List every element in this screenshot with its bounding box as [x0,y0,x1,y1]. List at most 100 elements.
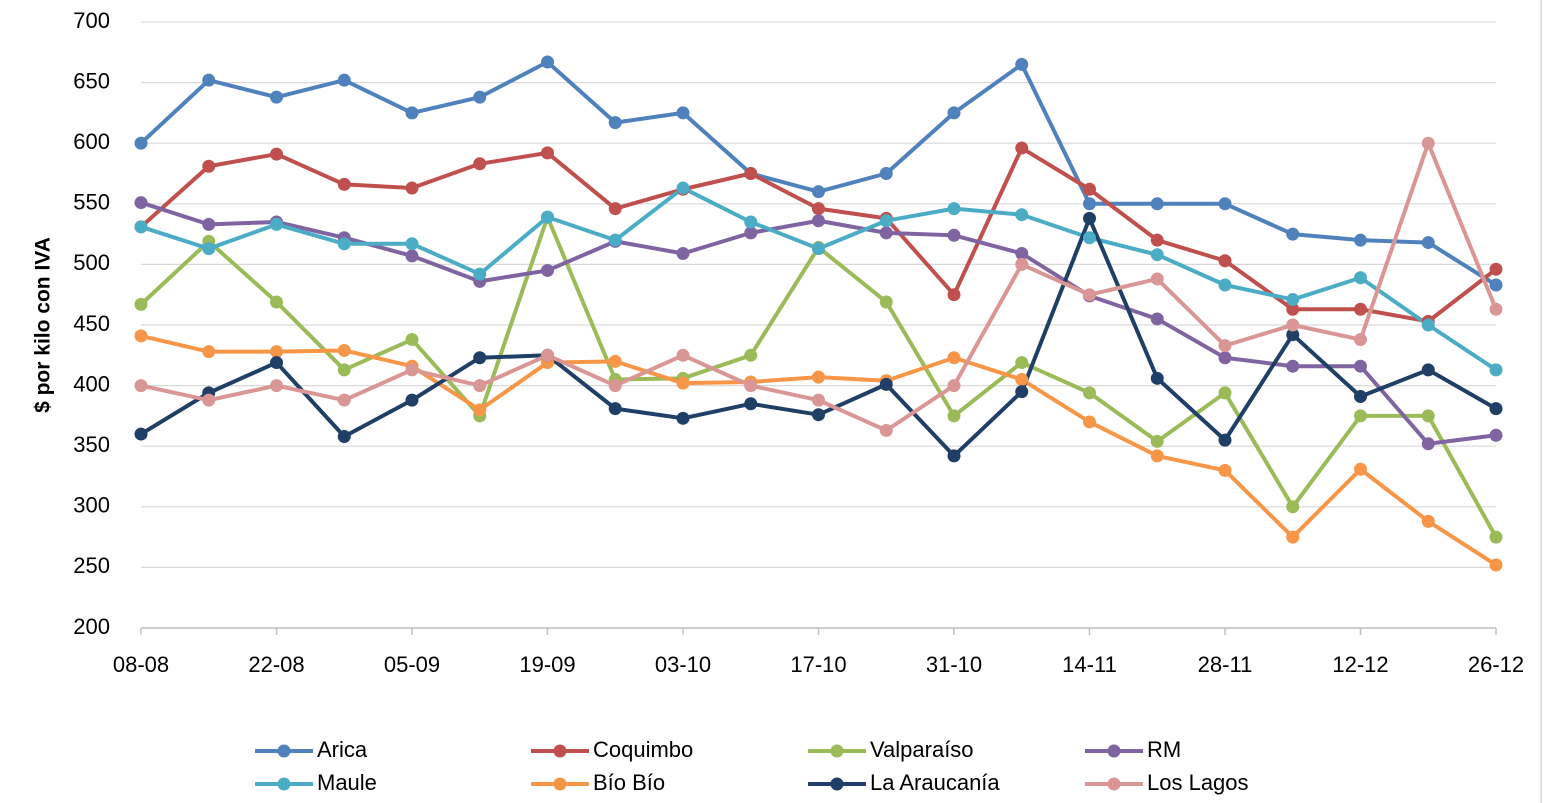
data-point [1489,278,1503,292]
data-point [1421,514,1435,528]
data-point [337,393,351,407]
data-point [134,297,148,311]
data-point [879,423,893,437]
data-point [1286,293,1300,307]
data-point [1354,233,1367,247]
data-point [879,226,893,240]
data-point [812,202,825,216]
y-tick-label: 400 [73,371,110,396]
y-tick-label: 700 [73,8,110,33]
data-point [405,333,419,347]
data-point [1421,363,1435,377]
data-point [1286,328,1300,342]
data-point [676,411,690,425]
data-point [1354,462,1367,476]
y-tick-label: 500 [73,250,110,275]
data-point [1218,463,1232,477]
legend-label: Bío Bío [593,770,665,795]
x-tick-label: 08-08 [113,652,169,677]
data-point [1083,211,1096,225]
data-point [473,267,487,281]
data-point [1421,136,1435,150]
data-point [744,397,758,411]
data-point [473,403,487,417]
data-point [1421,437,1435,451]
y-tick-label: 550 [73,190,110,215]
legend-label: Arica [317,737,368,762]
data-point [1150,248,1164,262]
data-point [1218,339,1232,353]
data-point [1150,197,1164,211]
data-point [337,363,351,377]
data-point [1218,278,1232,292]
data-point [270,356,283,370]
data-point [1489,363,1503,377]
data-point [1286,318,1300,332]
data-point [1083,182,1096,196]
data-point [879,295,893,309]
data-point [676,376,690,390]
data-point [405,181,419,195]
data-point [812,214,825,228]
y-tick-label: 300 [73,493,110,518]
data-point [608,354,622,368]
y-tick-label: 200 [73,614,110,639]
data-point [270,345,283,359]
data-point [1354,333,1367,347]
data-point [337,177,351,191]
data-point [405,106,419,120]
data-point [744,379,758,393]
data-point [1015,356,1029,370]
data-point [812,408,825,422]
data-point [1150,312,1164,326]
data-point [473,157,487,171]
data-point [1354,409,1367,423]
data-point [1150,272,1164,286]
x-tick-label: 12-12 [1332,652,1388,677]
data-point [134,196,148,210]
data-point [541,146,554,160]
legend-marker [1107,744,1121,758]
data-point [1489,428,1503,442]
data-point [947,288,961,302]
data-point [879,377,893,391]
data-point [1218,197,1232,211]
data-point [541,55,554,69]
data-point [1489,558,1503,572]
data-point [744,348,758,362]
data-point [202,217,216,231]
data-point [1015,246,1029,260]
data-point [337,237,351,251]
data-point [1286,530,1300,544]
legend-marker [277,777,291,791]
data-point [947,202,961,216]
data-point [947,228,961,242]
data-point [473,90,487,104]
data-point [134,220,148,234]
data-point [1489,402,1503,416]
data-point [1421,409,1435,423]
data-point [1150,434,1164,448]
x-tick-label: 22-08 [248,652,304,677]
data-point [1083,415,1096,429]
data-point [1015,57,1029,71]
data-point [744,226,758,240]
data-point [879,214,893,228]
y-tick-label: 250 [73,553,110,578]
data-point [947,379,961,393]
data-point [202,159,216,173]
data-point [812,185,825,199]
data-point [270,379,283,393]
data-point [676,348,690,362]
y-tick-label: 450 [73,311,110,336]
data-point [270,90,283,104]
data-point [1218,254,1232,268]
data-point [405,393,419,407]
data-point [1354,302,1367,316]
data-point [947,449,961,463]
legend-marker [1107,777,1121,791]
data-point [541,210,554,224]
data-point [1218,351,1232,365]
legend-label: La Araucanía [870,770,1000,795]
